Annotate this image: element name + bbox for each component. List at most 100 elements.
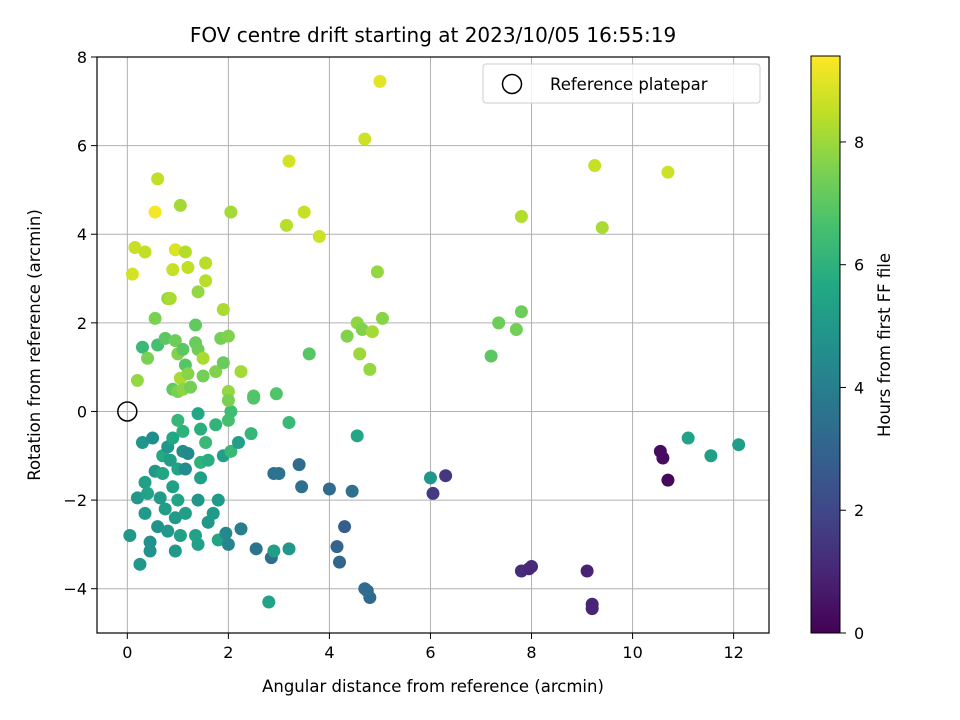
data-point bbox=[199, 435, 213, 449]
data-point bbox=[365, 325, 379, 339]
data-point bbox=[338, 520, 352, 534]
y-tick-label: 6 bbox=[77, 137, 87, 156]
colorbar-ticks: 0 2 4 6 8 bbox=[840, 133, 864, 643]
data-point bbox=[221, 537, 235, 551]
data-point bbox=[181, 260, 195, 274]
x-axis-ticks: 0 2 4 6 8 10 12 bbox=[122, 633, 744, 662]
data-point bbox=[267, 544, 281, 558]
data-point bbox=[216, 356, 230, 370]
data-point bbox=[181, 367, 195, 381]
x-tick-label: 6 bbox=[425, 643, 435, 662]
y-axis-label: Rotation from reference (arcmin) bbox=[25, 209, 44, 481]
data-point bbox=[173, 198, 187, 212]
data-point bbox=[168, 511, 182, 525]
data-point bbox=[221, 329, 235, 343]
data-point bbox=[128, 241, 142, 255]
data-point bbox=[138, 475, 152, 489]
data-point bbox=[224, 205, 238, 219]
data-point bbox=[262, 595, 276, 609]
colorbar-label: Hours from first FF file bbox=[875, 253, 894, 437]
y-tick-label: 8 bbox=[77, 48, 87, 67]
data-point bbox=[423, 471, 437, 485]
data-point bbox=[201, 453, 215, 467]
data-point bbox=[211, 493, 225, 507]
data-point bbox=[244, 427, 258, 441]
x-tick-label: 8 bbox=[526, 643, 536, 662]
colorbar-gradient bbox=[810, 55, 841, 634]
data-point bbox=[302, 347, 316, 361]
data-point bbox=[178, 462, 192, 476]
chart-title: FOV centre drift starting at 2023/10/05 … bbox=[190, 23, 676, 47]
data-point bbox=[340, 329, 354, 343]
data-point bbox=[168, 544, 182, 558]
data-point bbox=[189, 318, 203, 332]
data-point bbox=[234, 522, 248, 536]
data-point bbox=[282, 154, 296, 168]
data-point bbox=[176, 342, 190, 356]
data-point bbox=[196, 351, 210, 365]
data-point bbox=[135, 435, 149, 449]
data-point bbox=[525, 560, 539, 574]
data-point bbox=[163, 453, 177, 467]
data-point bbox=[373, 74, 387, 88]
colorbar-tick-label: 0 bbox=[854, 624, 864, 643]
data-point bbox=[209, 418, 223, 432]
data-point bbox=[178, 245, 192, 259]
data-point bbox=[514, 210, 528, 224]
data-point bbox=[426, 486, 440, 500]
y-tick-label: 0 bbox=[77, 402, 87, 421]
y-tick-label: −2 bbox=[63, 491, 87, 510]
data-point bbox=[585, 602, 599, 616]
data-point bbox=[176, 424, 190, 438]
data-point bbox=[194, 471, 208, 485]
data-point bbox=[350, 429, 364, 443]
colorbar-tick-label: 6 bbox=[854, 256, 864, 275]
data-point bbox=[199, 274, 213, 288]
x-axis-label: Angular distance from reference (arcmin) bbox=[262, 677, 604, 696]
y-tick-label: −4 bbox=[63, 580, 87, 599]
data-point bbox=[439, 469, 453, 483]
x-tick-label: 4 bbox=[324, 643, 334, 662]
colorbar-tick-label: 8 bbox=[854, 133, 864, 152]
data-point bbox=[312, 229, 326, 243]
data-point bbox=[191, 493, 205, 507]
data-point bbox=[272, 466, 286, 480]
data-point bbox=[234, 365, 248, 379]
data-point bbox=[135, 340, 149, 354]
data-point bbox=[345, 484, 359, 498]
data-point bbox=[168, 243, 182, 257]
data-point bbox=[353, 347, 367, 361]
data-point bbox=[249, 542, 263, 556]
data-point bbox=[355, 322, 369, 336]
data-point bbox=[292, 458, 306, 472]
data-point bbox=[123, 529, 137, 543]
data-point bbox=[732, 438, 746, 452]
data-point bbox=[196, 369, 210, 383]
plot-frame bbox=[96, 56, 770, 634]
legend-box bbox=[482, 63, 761, 104]
data-point bbox=[148, 311, 162, 325]
data-point bbox=[171, 493, 185, 507]
data-point bbox=[168, 334, 182, 348]
data-point bbox=[595, 221, 609, 235]
data-point bbox=[375, 311, 389, 325]
data-point bbox=[146, 431, 160, 445]
data-point bbox=[141, 351, 155, 365]
data-point bbox=[661, 473, 675, 487]
data-point bbox=[141, 486, 155, 500]
data-point bbox=[216, 303, 230, 317]
data-point bbox=[191, 285, 205, 299]
data-point bbox=[221, 393, 235, 407]
data-point bbox=[191, 407, 205, 421]
data-point bbox=[138, 506, 152, 520]
colorbar: 0 2 4 6 8 Hours from first FF file bbox=[810, 55, 894, 643]
data-point bbox=[661, 165, 675, 179]
data-point bbox=[151, 520, 165, 534]
y-tick-label: 2 bbox=[77, 314, 87, 333]
data-point bbox=[333, 555, 347, 569]
data-point bbox=[358, 132, 372, 146]
data-point bbox=[330, 540, 344, 554]
data-point bbox=[183, 380, 197, 394]
legend-entry-reference: Reference platepar bbox=[550, 75, 708, 94]
